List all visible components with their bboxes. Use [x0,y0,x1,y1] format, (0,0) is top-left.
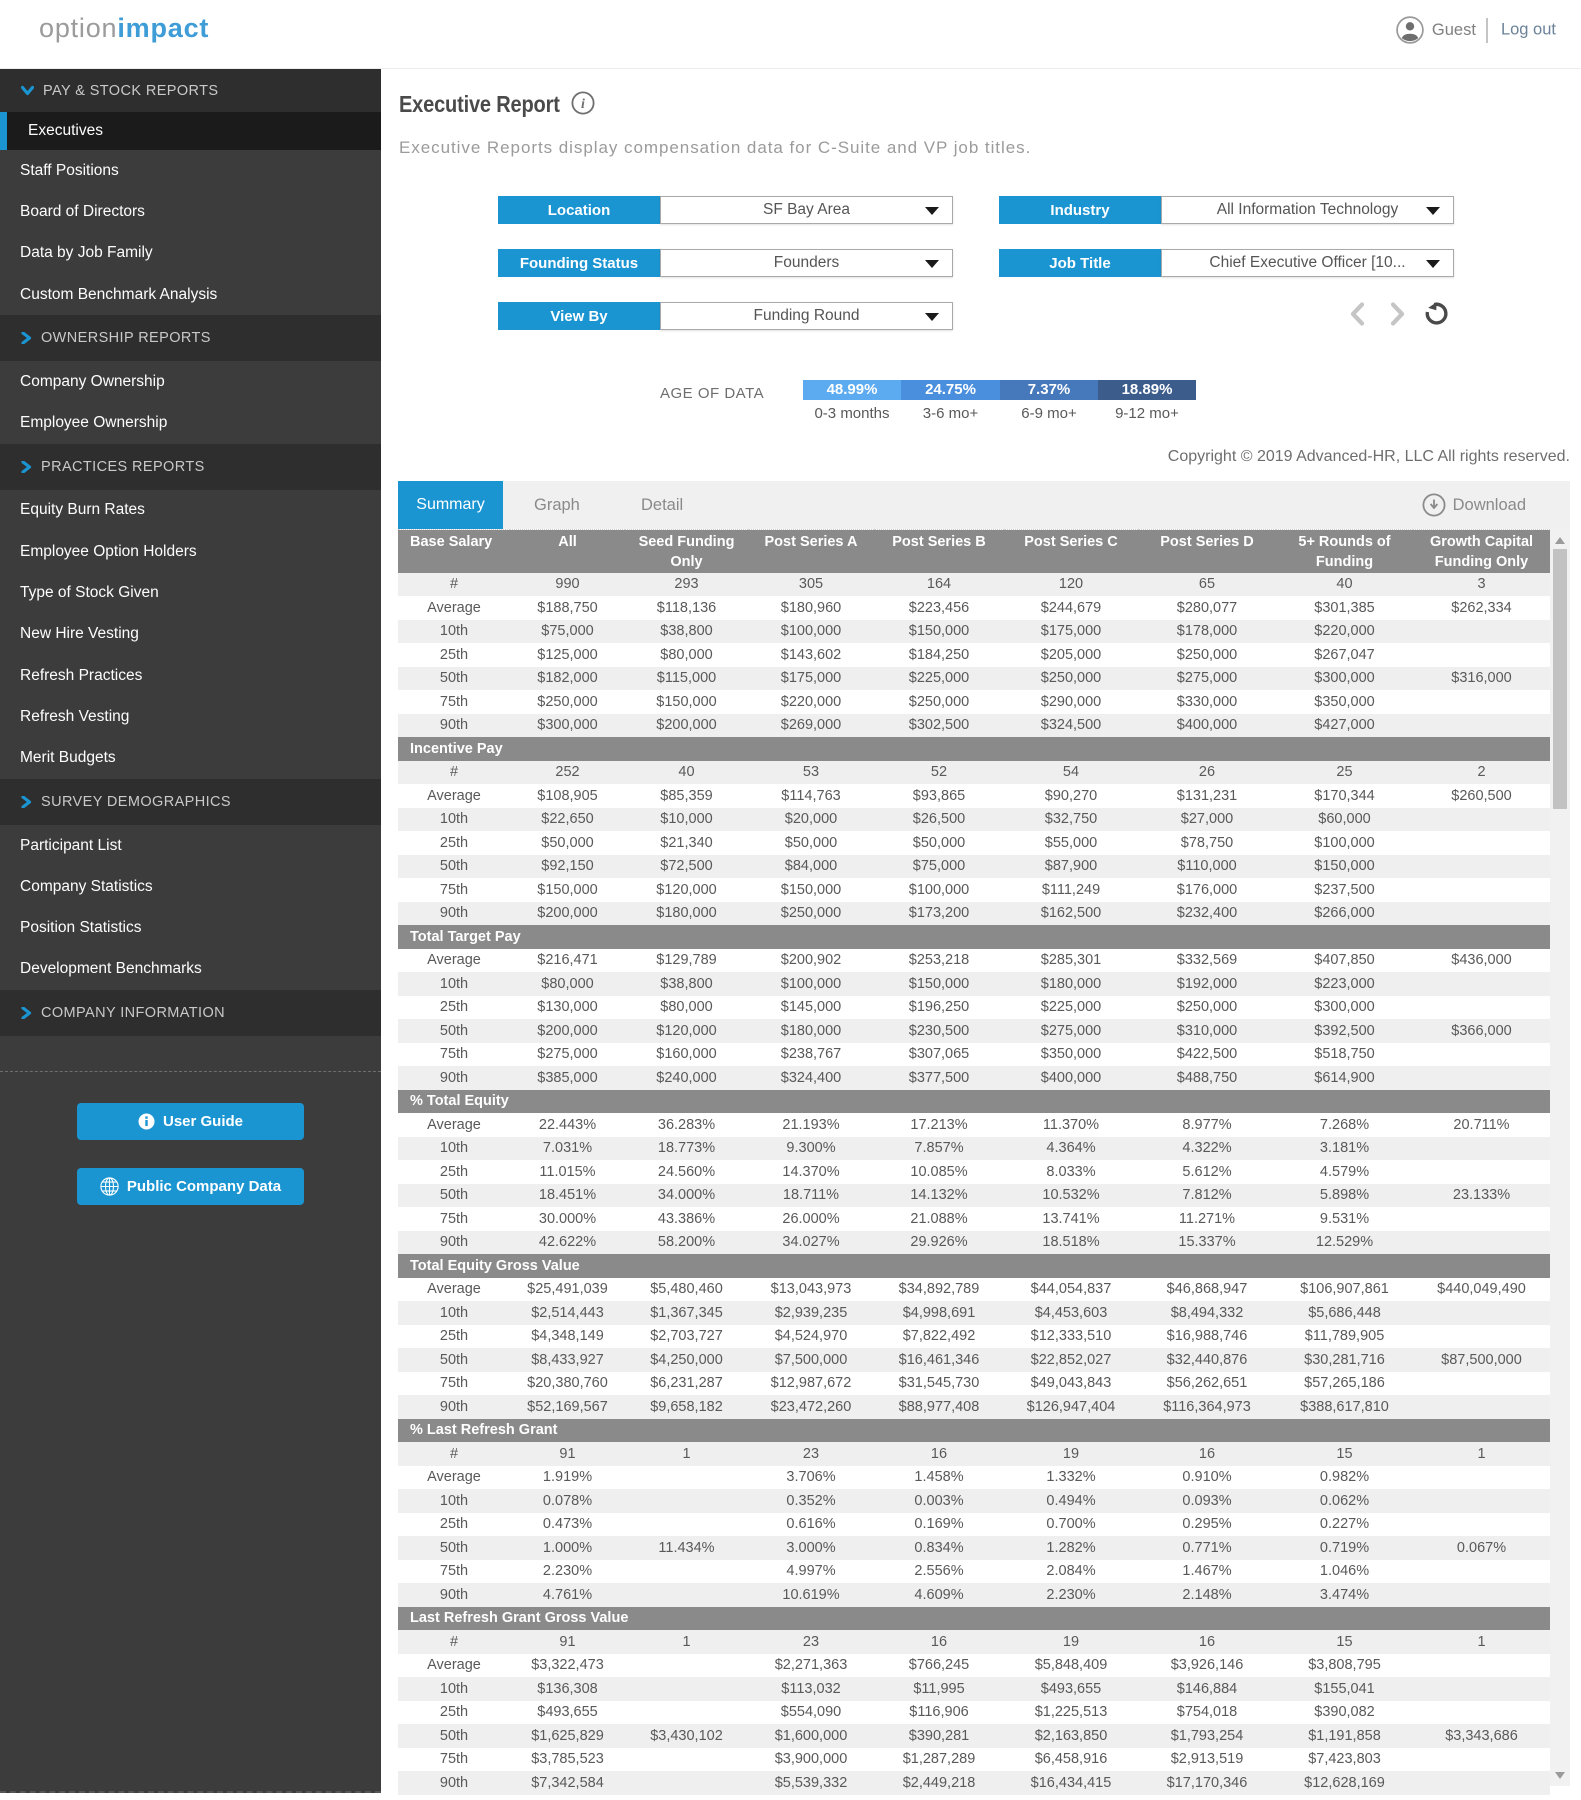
svg-text:i: i [581,97,585,112]
